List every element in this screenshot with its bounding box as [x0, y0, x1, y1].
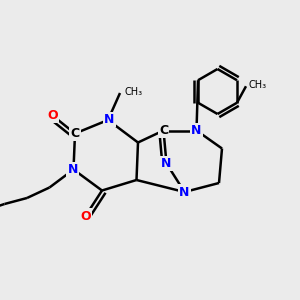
Text: N: N — [179, 185, 190, 199]
Text: C: C — [159, 124, 168, 137]
Text: N: N — [161, 157, 172, 170]
Text: CH₃: CH₃ — [249, 80, 267, 90]
Text: C: C — [70, 127, 80, 140]
Text: O: O — [80, 209, 91, 223]
Text: CH₃: CH₃ — [124, 86, 142, 97]
Text: N: N — [68, 163, 78, 176]
Text: O: O — [47, 109, 58, 122]
Text: N: N — [104, 113, 114, 126]
Text: N: N — [191, 124, 202, 137]
